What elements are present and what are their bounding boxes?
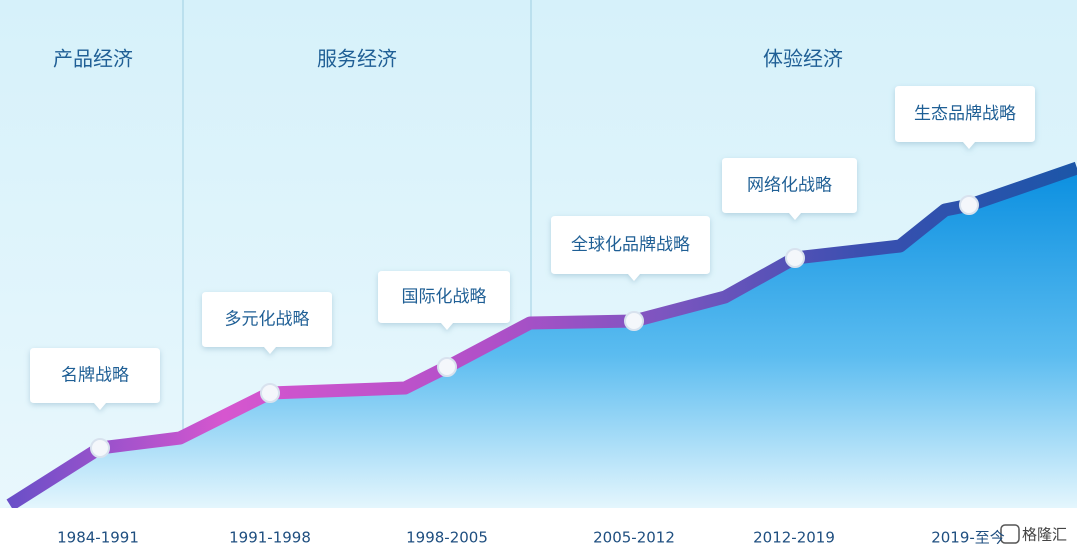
callout [722, 158, 857, 220]
stage-dot [90, 438, 110, 458]
stage-period: 2019-至今 [931, 529, 1005, 547]
stage-label: 生态品牌战略 [914, 104, 1016, 124]
stage-label: 国际化战略 [402, 287, 487, 307]
callout-box [551, 216, 710, 281]
stage-dot [437, 357, 457, 377]
stage-period: 1984-1991 [57, 529, 139, 547]
callout [30, 348, 160, 410]
watermark-icon [1000, 524, 1020, 544]
stage-period: 2012-2019 [753, 529, 835, 547]
stage-dot [959, 195, 979, 215]
section-title: 体验经济 [763, 47, 843, 71]
callout [551, 216, 710, 281]
callout-box [202, 292, 332, 354]
stage-period: 1998-2005 [406, 529, 488, 547]
stage-period: 1991-1998 [229, 529, 311, 547]
callout-box [722, 158, 857, 220]
growth-area [5, 168, 1077, 508]
watermark: 格隆汇 [1000, 524, 1067, 544]
stage-dot [624, 311, 644, 331]
callout [895, 86, 1035, 149]
section-title: 产品经济 [53, 47, 133, 71]
stage-dot [260, 383, 280, 403]
watermark-text: 格隆汇 [1022, 526, 1067, 544]
stage-period: 2005-2012 [593, 529, 675, 547]
stage-label: 多元化战略 [225, 310, 310, 330]
stage-label: 网络化战略 [747, 176, 832, 196]
stage-dot [785, 248, 805, 268]
callout-box [895, 86, 1035, 149]
stage-label: 名牌战略 [61, 366, 129, 386]
footer-band [0, 508, 1077, 551]
callout [378, 271, 510, 330]
stage-label: 全球化品牌战略 [571, 235, 690, 255]
callout-box [30, 348, 160, 410]
callout [202, 292, 332, 354]
section-title: 服务经济 [317, 47, 397, 71]
growth-line [6, 161, 1077, 511]
callout-box [378, 271, 510, 330]
